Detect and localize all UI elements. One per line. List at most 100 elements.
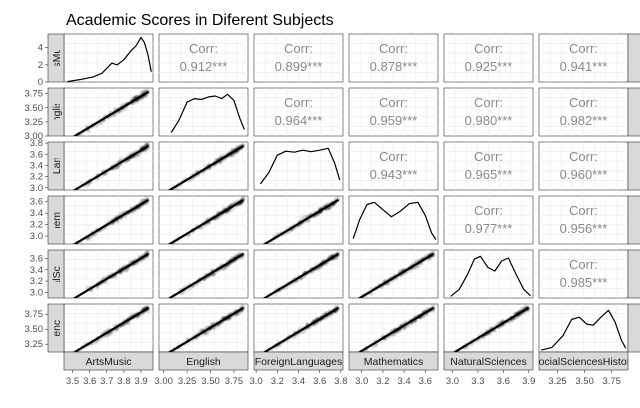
regression-line (452, 306, 530, 352)
x-tick-label: 3.6 (313, 376, 326, 387)
scatter-point (240, 304, 245, 309)
x-tick-label: 3.0 (355, 376, 368, 387)
x-tick-label: 3.4 (292, 376, 305, 387)
corr-value: 0.941*** (560, 59, 608, 74)
row-strip (627, 249, 640, 299)
scatter-points (262, 305, 341, 352)
scatter-point (115, 219, 121, 224)
y-tick-label: 3.0 (30, 231, 43, 242)
corr-label: Corr: (569, 257, 598, 272)
corr-value: 0.980*** (465, 113, 513, 128)
y-tick-label: 3.2 (30, 220, 43, 231)
corr-value: 0.959*** (370, 113, 418, 128)
x-tick-label: 3.9 (134, 376, 147, 387)
row-strip-label: SocialSciencesHistory (51, 275, 63, 380)
corr-value: 0.899*** (275, 59, 323, 74)
corr-label: Corr: (284, 41, 313, 56)
corr-label: Corr: (569, 95, 598, 110)
density-curve (259, 147, 341, 185)
corr-value: 0.964*** (275, 113, 323, 128)
scatter-point (87, 236, 92, 241)
y-tick-label: 3.6 (30, 253, 43, 264)
corr-label: Corr: (569, 203, 598, 218)
y-tick-label: 3.25 (25, 339, 44, 350)
scatter-point (413, 265, 419, 271)
row-strip-left (47, 249, 65, 299)
y-tick-label: 2 (38, 60, 43, 71)
scatter-points (262, 250, 341, 298)
scatter-points (167, 251, 246, 298)
corr-label: Corr: (474, 149, 503, 164)
scatter-point (430, 250, 436, 254)
x-tick-label: 3.6 (419, 376, 432, 387)
scatter-point (115, 165, 120, 170)
scatter-point (520, 306, 525, 311)
corr-label: Corr: (474, 203, 503, 218)
row-strip (627, 33, 640, 83)
regression-line (72, 90, 150, 136)
row-strip-label: ArtsMusic (51, 35, 63, 81)
scatter-point (85, 183, 90, 188)
row-strip-left (47, 303, 65, 353)
corr-value: 0.956*** (560, 221, 608, 236)
scatter-point (302, 214, 307, 219)
scatter-point (124, 268, 129, 273)
scatter-point (222, 266, 227, 271)
column-strip (538, 351, 629, 371)
y-tick-label: 3.2 (30, 172, 43, 183)
corr-value: 0.943*** (370, 167, 418, 182)
scatter-point (145, 250, 150, 255)
scatter-points (72, 250, 151, 298)
density-curve (170, 93, 245, 133)
scatter-point (145, 250, 151, 255)
y-tick-label: 0 (38, 77, 43, 88)
row-strip (627, 195, 640, 245)
regression-line (167, 306, 245, 352)
chart-title: Academic Scores in Diferent Subjects (66, 12, 334, 29)
scatter-point (143, 94, 148, 100)
y-tick-label: 3.0 (30, 183, 43, 194)
x-tick-label: 3.7 (100, 376, 113, 387)
scatter-point (230, 153, 235, 158)
column-strip-label: NaturalSciences (450, 356, 526, 368)
column-strip-label: ArtsMusic (85, 356, 131, 368)
y-tick-label: 3.75 (25, 309, 44, 320)
column-strip (348, 351, 439, 371)
corr-label: Corr: (474, 41, 503, 56)
regression-line (167, 144, 245, 190)
corr-label: Corr: (379, 149, 408, 164)
scatter-point (136, 98, 141, 104)
y-tick-label: 3.4 (30, 160, 43, 171)
corr-label: Corr: (569, 149, 598, 164)
x-tick-label: 3.0 (250, 376, 263, 387)
scatter-point (221, 206, 226, 211)
scatter-points (452, 304, 531, 352)
scatter-point (430, 304, 436, 308)
x-tick-label: 3.8 (117, 376, 130, 387)
regression-line (72, 252, 150, 298)
row-strip (627, 141, 640, 191)
column-strip (158, 351, 249, 371)
x-tick-label: 3.50 (201, 376, 220, 387)
column-strip (63, 351, 154, 371)
column-strip-label: Mathematics (364, 356, 424, 368)
scatter-point (231, 153, 236, 158)
regression-line (167, 252, 245, 298)
x-tick-label: 3.8 (334, 376, 347, 387)
density-curve (67, 36, 152, 83)
x-tick-label: 3.25 (178, 376, 197, 387)
scatter-point (123, 268, 129, 273)
column-strip (443, 351, 534, 371)
scatter-points (72, 304, 151, 352)
corr-value: 0.977*** (465, 221, 513, 236)
regression-line (167, 198, 245, 244)
scatter-point (204, 330, 209, 336)
row-strip-label: English (51, 95, 63, 130)
y-tick-label: 3.00 (25, 131, 44, 142)
scatter-point (199, 327, 204, 333)
corr-value: 0.960*** (560, 167, 608, 182)
x-tick-label: 3.75 (602, 376, 621, 387)
scatter-point (86, 129, 92, 134)
regression-line (72, 198, 150, 244)
